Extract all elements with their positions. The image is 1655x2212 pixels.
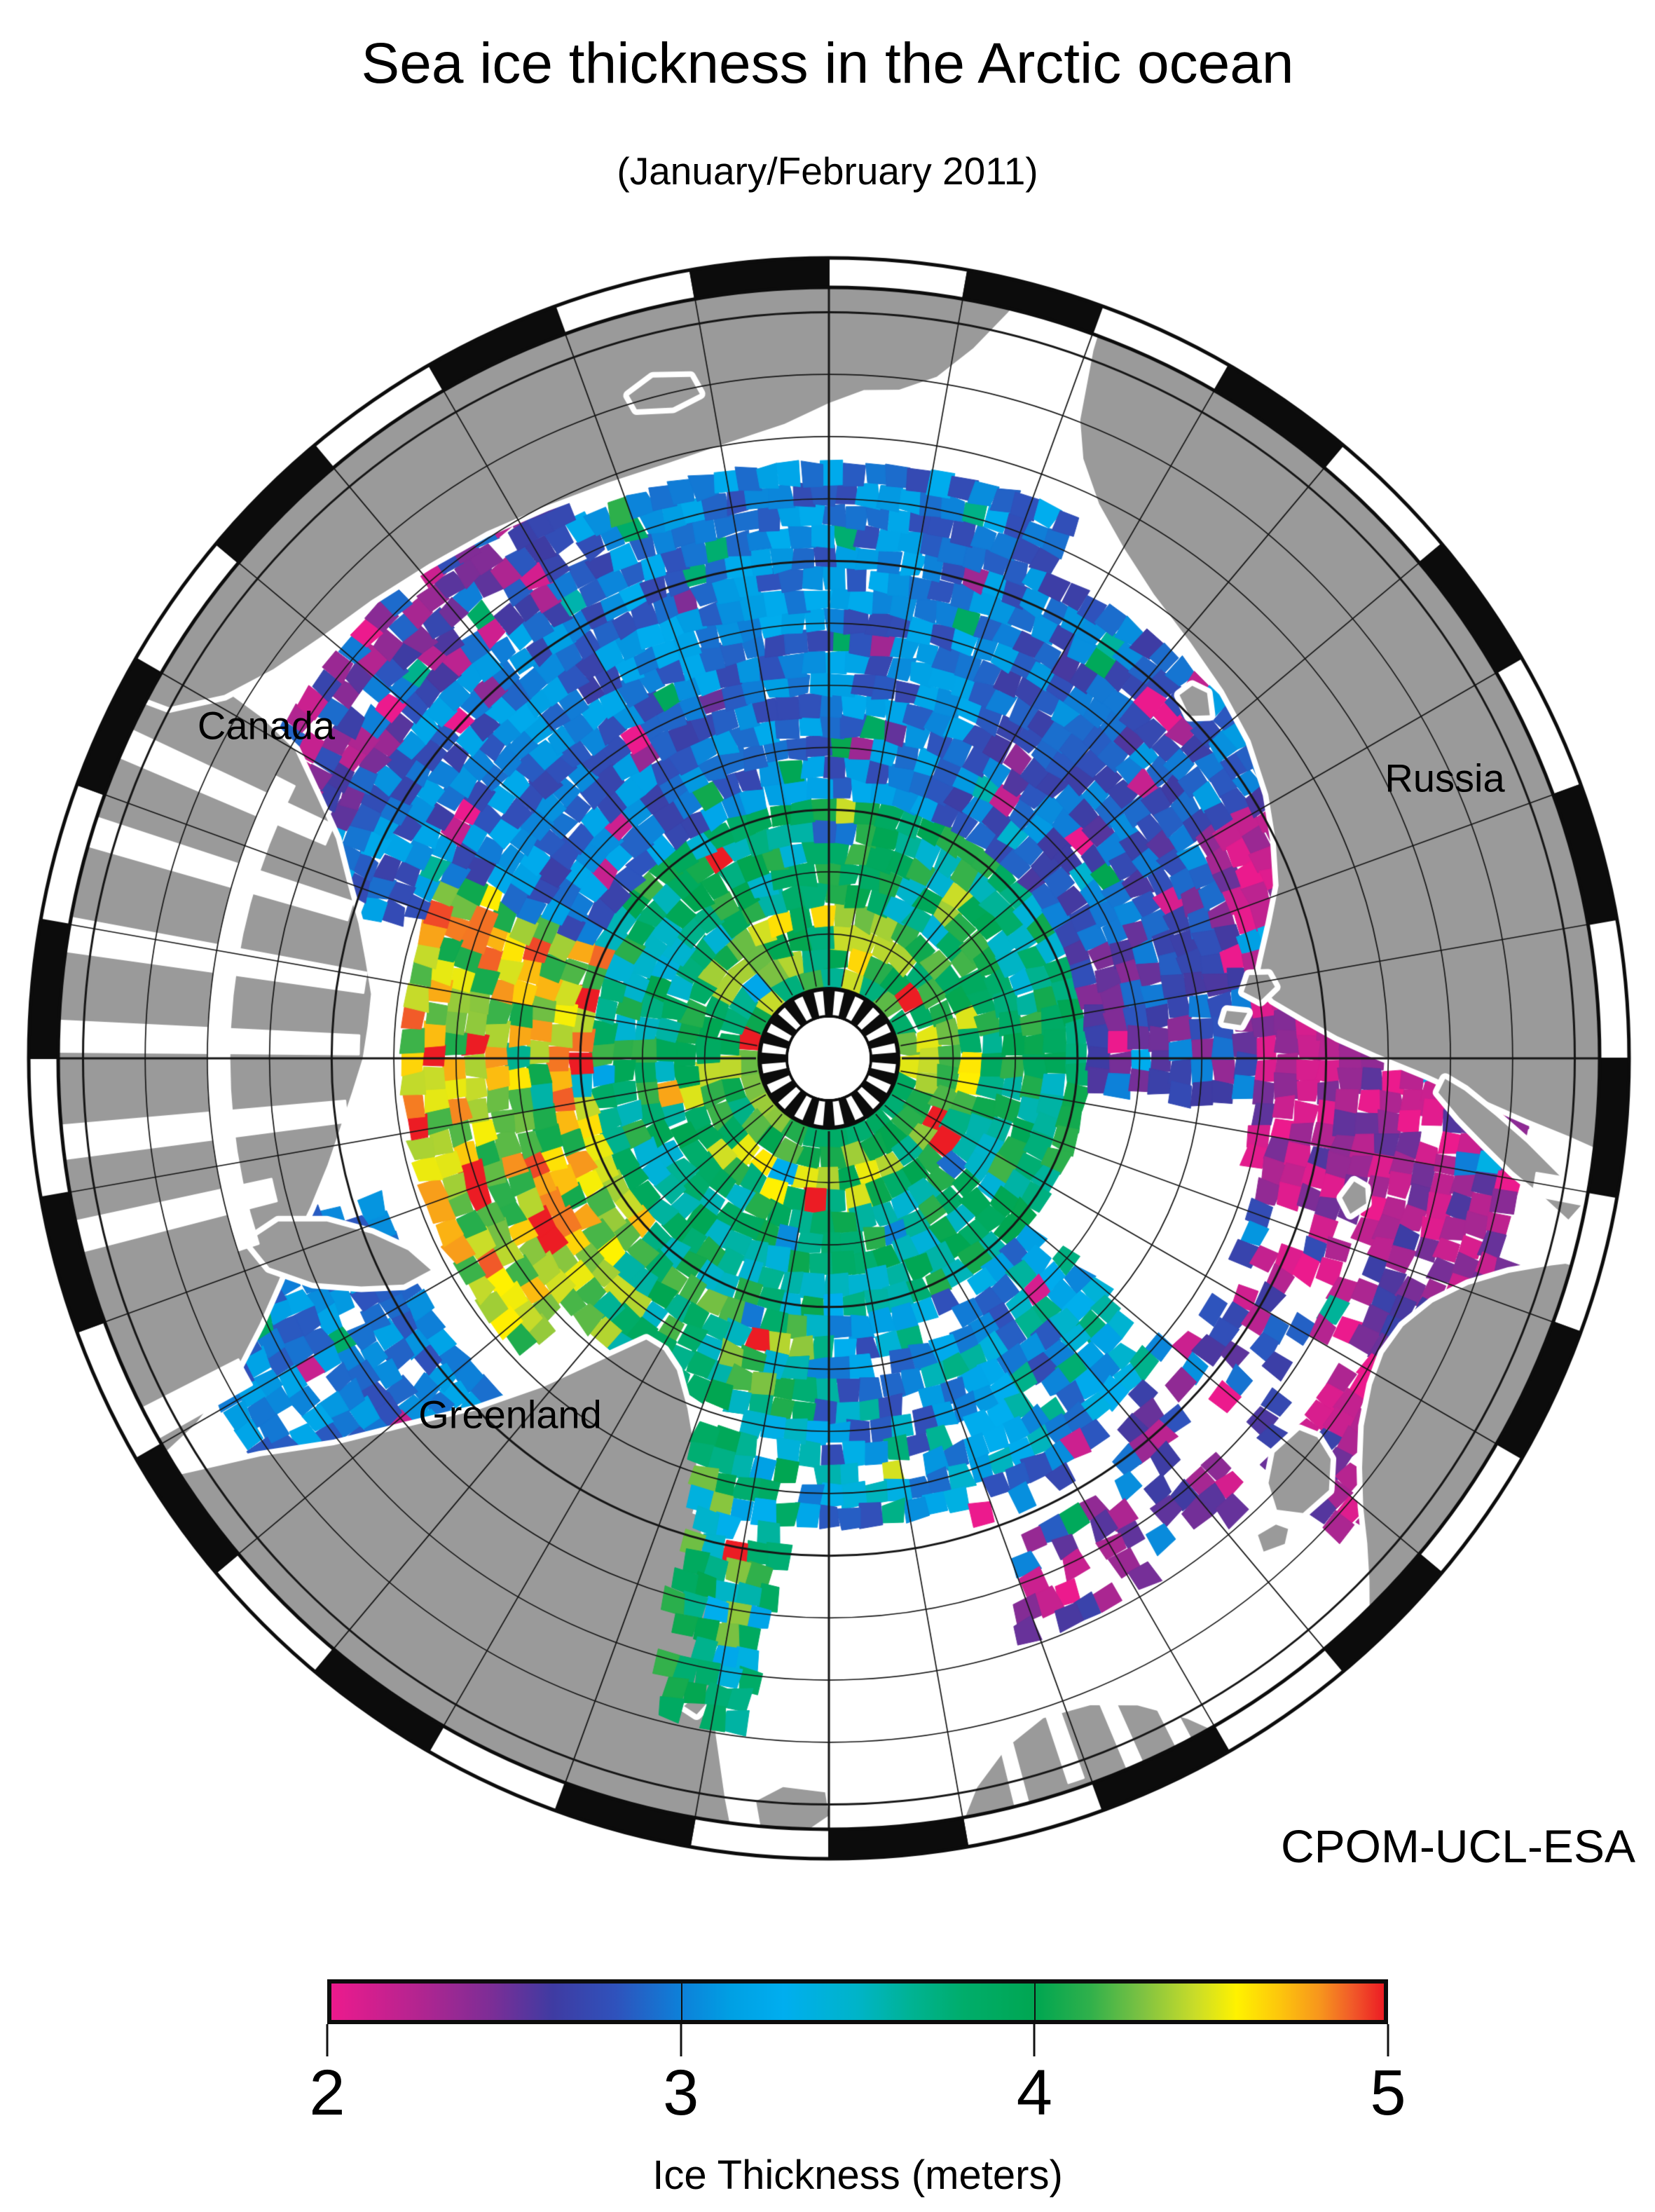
colorbar-value-3: 3 bbox=[663, 2057, 699, 2129]
figure-subtitle: (January/February 2011) bbox=[617, 149, 1038, 193]
colorbar: 2 3 4 5 Ice Thickness (meters) bbox=[309, 1979, 1406, 2198]
colorbar-separator-3 bbox=[680, 1984, 682, 2020]
colorbar-value-2: 2 bbox=[309, 2057, 345, 2129]
colorbar-tick-2 bbox=[326, 2024, 329, 2056]
colorbar-value-4: 4 bbox=[1016, 2057, 1052, 2129]
map-label-russia: Russia bbox=[1385, 756, 1505, 800]
colorbar-tick-3 bbox=[680, 2024, 682, 2056]
map-label-canada: Canada bbox=[197, 703, 336, 748]
colorbar-axis-label: Ice Thickness (meters) bbox=[652, 2152, 1063, 2198]
colorbar-value-5: 5 bbox=[1370, 2057, 1406, 2129]
colorbar-tick-5 bbox=[1387, 2024, 1389, 2056]
credit-text: CPOM-UCL-ESA bbox=[1280, 1820, 1635, 1872]
figure-title: Sea ice thickness in the Arctic ocean bbox=[361, 32, 1294, 95]
colorbar-gradient bbox=[327, 1979, 1388, 2024]
map-label-greenland: Greenland bbox=[418, 1392, 602, 1437]
colorbar-separator-4 bbox=[1034, 1984, 1036, 2020]
colorbar-tick-4 bbox=[1033, 2024, 1036, 2056]
